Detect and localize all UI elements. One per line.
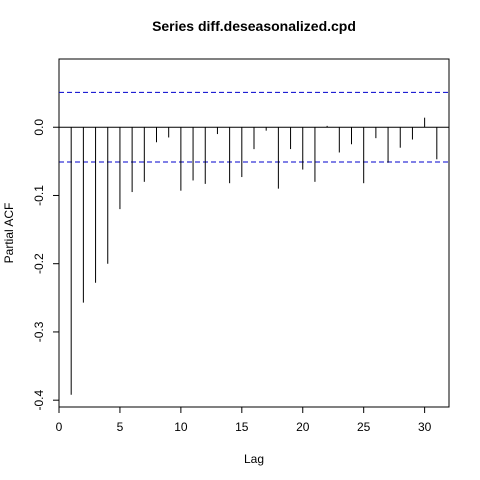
x-tick-label: 0 [56, 420, 63, 434]
x-axis-label: Lag [244, 452, 264, 466]
y-tick-label: -0.4 [32, 390, 46, 411]
y-tick-label: -0.3 [32, 321, 46, 342]
y-axis-label: Partial ACF [2, 203, 16, 264]
y-tick-label: -0.1 [32, 185, 46, 206]
y-axis: -0.4 -0.3 -0.2 -0.1 0.0 [32, 119, 60, 411]
x-tick-label: 30 [418, 420, 432, 434]
plot-frame [58, 58, 450, 408]
x-tick-label: 5 [117, 420, 124, 434]
x-axis: 0 5 10 15 20 25 30 [56, 406, 432, 434]
x-tick-label: 25 [357, 420, 371, 434]
x-tick-label: 15 [235, 420, 249, 434]
x-tick-label: 10 [174, 420, 188, 434]
x-tick-label: 20 [296, 420, 310, 434]
chart-marks [59, 91, 449, 395]
y-tick-label: -0.2 [32, 253, 46, 274]
y-tick-label: 0.0 [32, 119, 46, 136]
chart-title: Series diff.deseasonalized.cpd [152, 18, 356, 34]
